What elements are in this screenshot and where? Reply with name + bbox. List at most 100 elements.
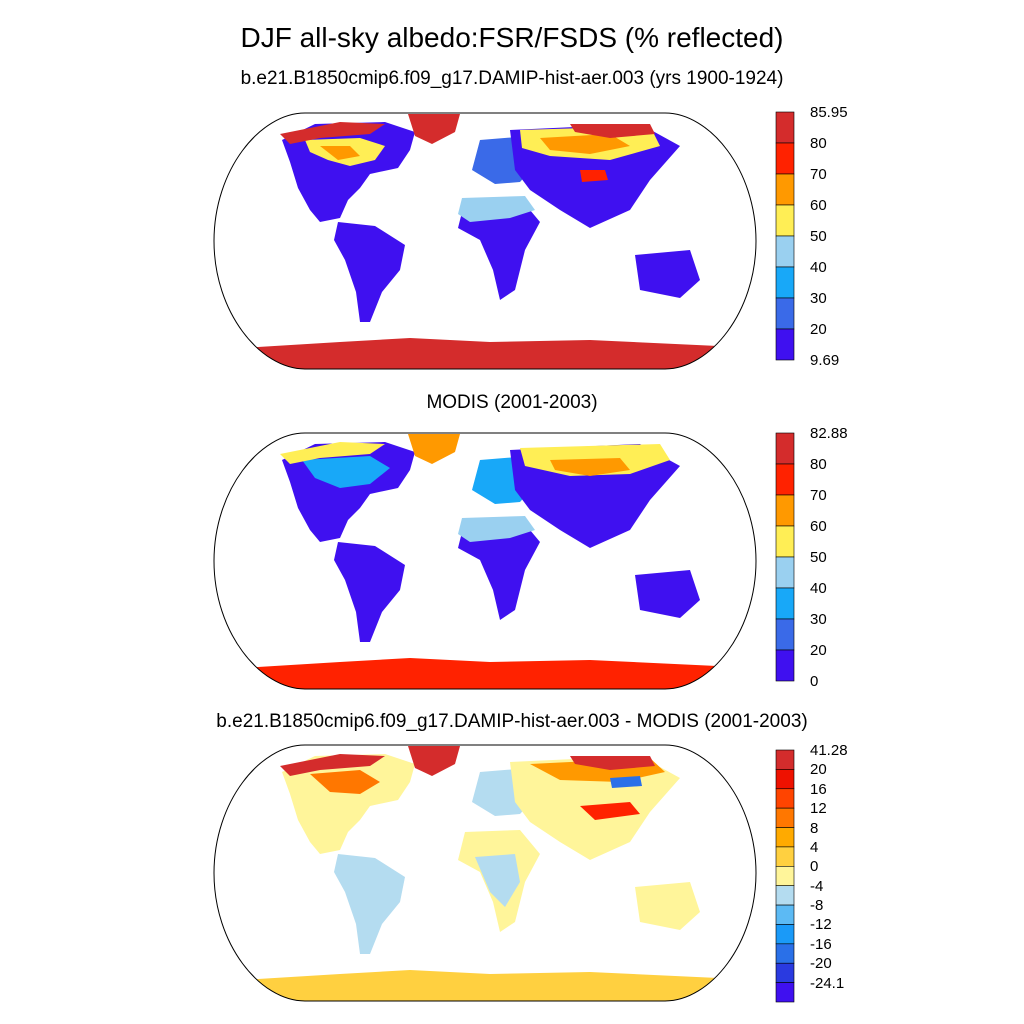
colorbar-box [775,788,795,809]
panel-2-colorbar-boxes [775,432,795,682]
africa [458,518,540,620]
colorbar-box [775,494,795,527]
colorbar-tick-label: 20 [810,321,827,338]
panel-2-title: MODIS (2001-2003) [426,392,598,413]
colorbar-box [775,982,795,1003]
colorbar-tick-label: 80 [810,135,827,152]
africa [458,198,540,300]
panel-3-colorbar-boxes [775,749,795,1003]
siberia-red [570,124,655,138]
asia-orange [550,458,630,476]
colorbar-tick-label: -12 [810,916,832,934]
colorbar-tick-label: -24.1 [810,974,845,992]
north-america-warm [310,770,380,794]
colorbar-tick-label: 50 [810,549,827,566]
antarctica [214,338,756,369]
south-america [334,542,405,642]
colorbar-box [775,866,795,886]
colorbar-tick-label: 40 [810,580,827,597]
colorbar-box [775,556,795,589]
colorbar-tick-label: 50 [810,228,827,245]
colorbar-box [775,618,795,651]
north-america-light [302,456,390,488]
colorbar-tick-label: -20 [810,955,832,973]
colorbar-tick-label: 82.88 [810,425,848,442]
panel-3-map [213,744,757,1002]
colorbar-tick-label: 60 [810,518,827,535]
asia-orange [540,134,630,154]
colorbar-tick-label: 4 [810,838,819,856]
greenland [408,746,460,776]
colorbar-tick-label: -8 [810,897,824,915]
colorbar-tick-label: 85.95 [810,104,848,121]
australia [635,570,700,618]
panel-3-title: b.e21.B1850cmip6.f09_g17.DAMIP-hist-aer.… [216,711,808,732]
colorbar-box [775,846,795,867]
panel-1-colorbar: 85.95 80 70 60 50 40 30 20 9.69 [775,105,876,368]
colorbar-tick-label: 9.69 [810,352,840,369]
colorbar-box [775,463,795,496]
colorbar-tick-label: 40 [810,259,827,276]
colorbar-box [775,649,795,682]
tibet [580,170,608,182]
north-america-high [320,146,360,160]
colorbar-box [775,924,795,945]
panel-1-colorbar-boxes [775,111,795,361]
colorbar-box [775,235,795,268]
colorbar-tick-label: -4 [810,877,824,895]
arctic-canada [280,442,385,464]
south-america [334,222,405,322]
greenland [408,114,460,144]
colorbar-box [775,587,795,620]
colorbar-box [775,885,795,906]
colorbar-tick-label: 20 [810,761,827,779]
south-america [334,854,405,954]
panel-2-colorbar: 82.88 80 70 60 50 40 30 20 0 [775,426,876,689]
colorbar-box [775,266,795,299]
colorbar-box [775,769,795,790]
colorbar-tick-label: 0 [810,858,819,876]
arctic-canada [280,122,385,144]
colorbar-box [775,962,795,983]
colorbar-box [775,904,795,925]
colorbar-box [775,142,795,175]
colorbar-box [775,328,795,361]
panel-1-title: b.e21.B1850cmip6.f09_g17.DAMIP-hist-aer.… [240,68,784,89]
australia [635,882,700,930]
colorbar-box [775,525,795,558]
map-boundary [213,744,757,1002]
colorbar-tick-label: -16 [810,935,832,953]
colorbar-tick-label: 80 [810,456,827,473]
colorbar-tick-label: 12 [810,800,827,818]
colorbar-tick-label: 16 [810,780,827,798]
arctic-canada [280,754,385,776]
panel-3-colorbar: 41.28 20 16 12 8 4 0 -4 -8 -12 -16 -20 -24.1 [775,743,876,1003]
siberia-red [570,756,655,770]
colorbar-box [775,297,795,330]
panel-1-map [213,112,757,370]
colorbar-box [775,111,795,144]
colorbar-box [775,807,795,828]
colorbar-box [775,432,795,465]
colorbar-tick-label: 8 [810,819,819,837]
colorbar-tick-label: 70 [810,487,827,504]
colorbar-tick-label: 20 [810,642,827,659]
africa-cool [475,854,520,907]
colorbar-tick-label: 30 [810,611,827,628]
north-america [282,754,415,854]
colorbar-tick-label: 30 [810,290,827,307]
colorbar-tick-label: 41.28 [810,742,848,759]
antarctica [214,658,756,689]
panel-2-map [213,432,757,690]
sahara [458,196,535,222]
map-boundary [213,112,757,370]
asia-blue [610,776,642,788]
colorbar-box [775,749,795,770]
antarctica [214,970,756,1001]
colorbar-tick-label: 0 [810,673,819,690]
colorbar-box [775,943,795,964]
colorbar-box [775,204,795,237]
greenland [408,434,460,464]
asia-red [580,802,640,820]
colorbar-tick-label: 60 [810,197,827,214]
